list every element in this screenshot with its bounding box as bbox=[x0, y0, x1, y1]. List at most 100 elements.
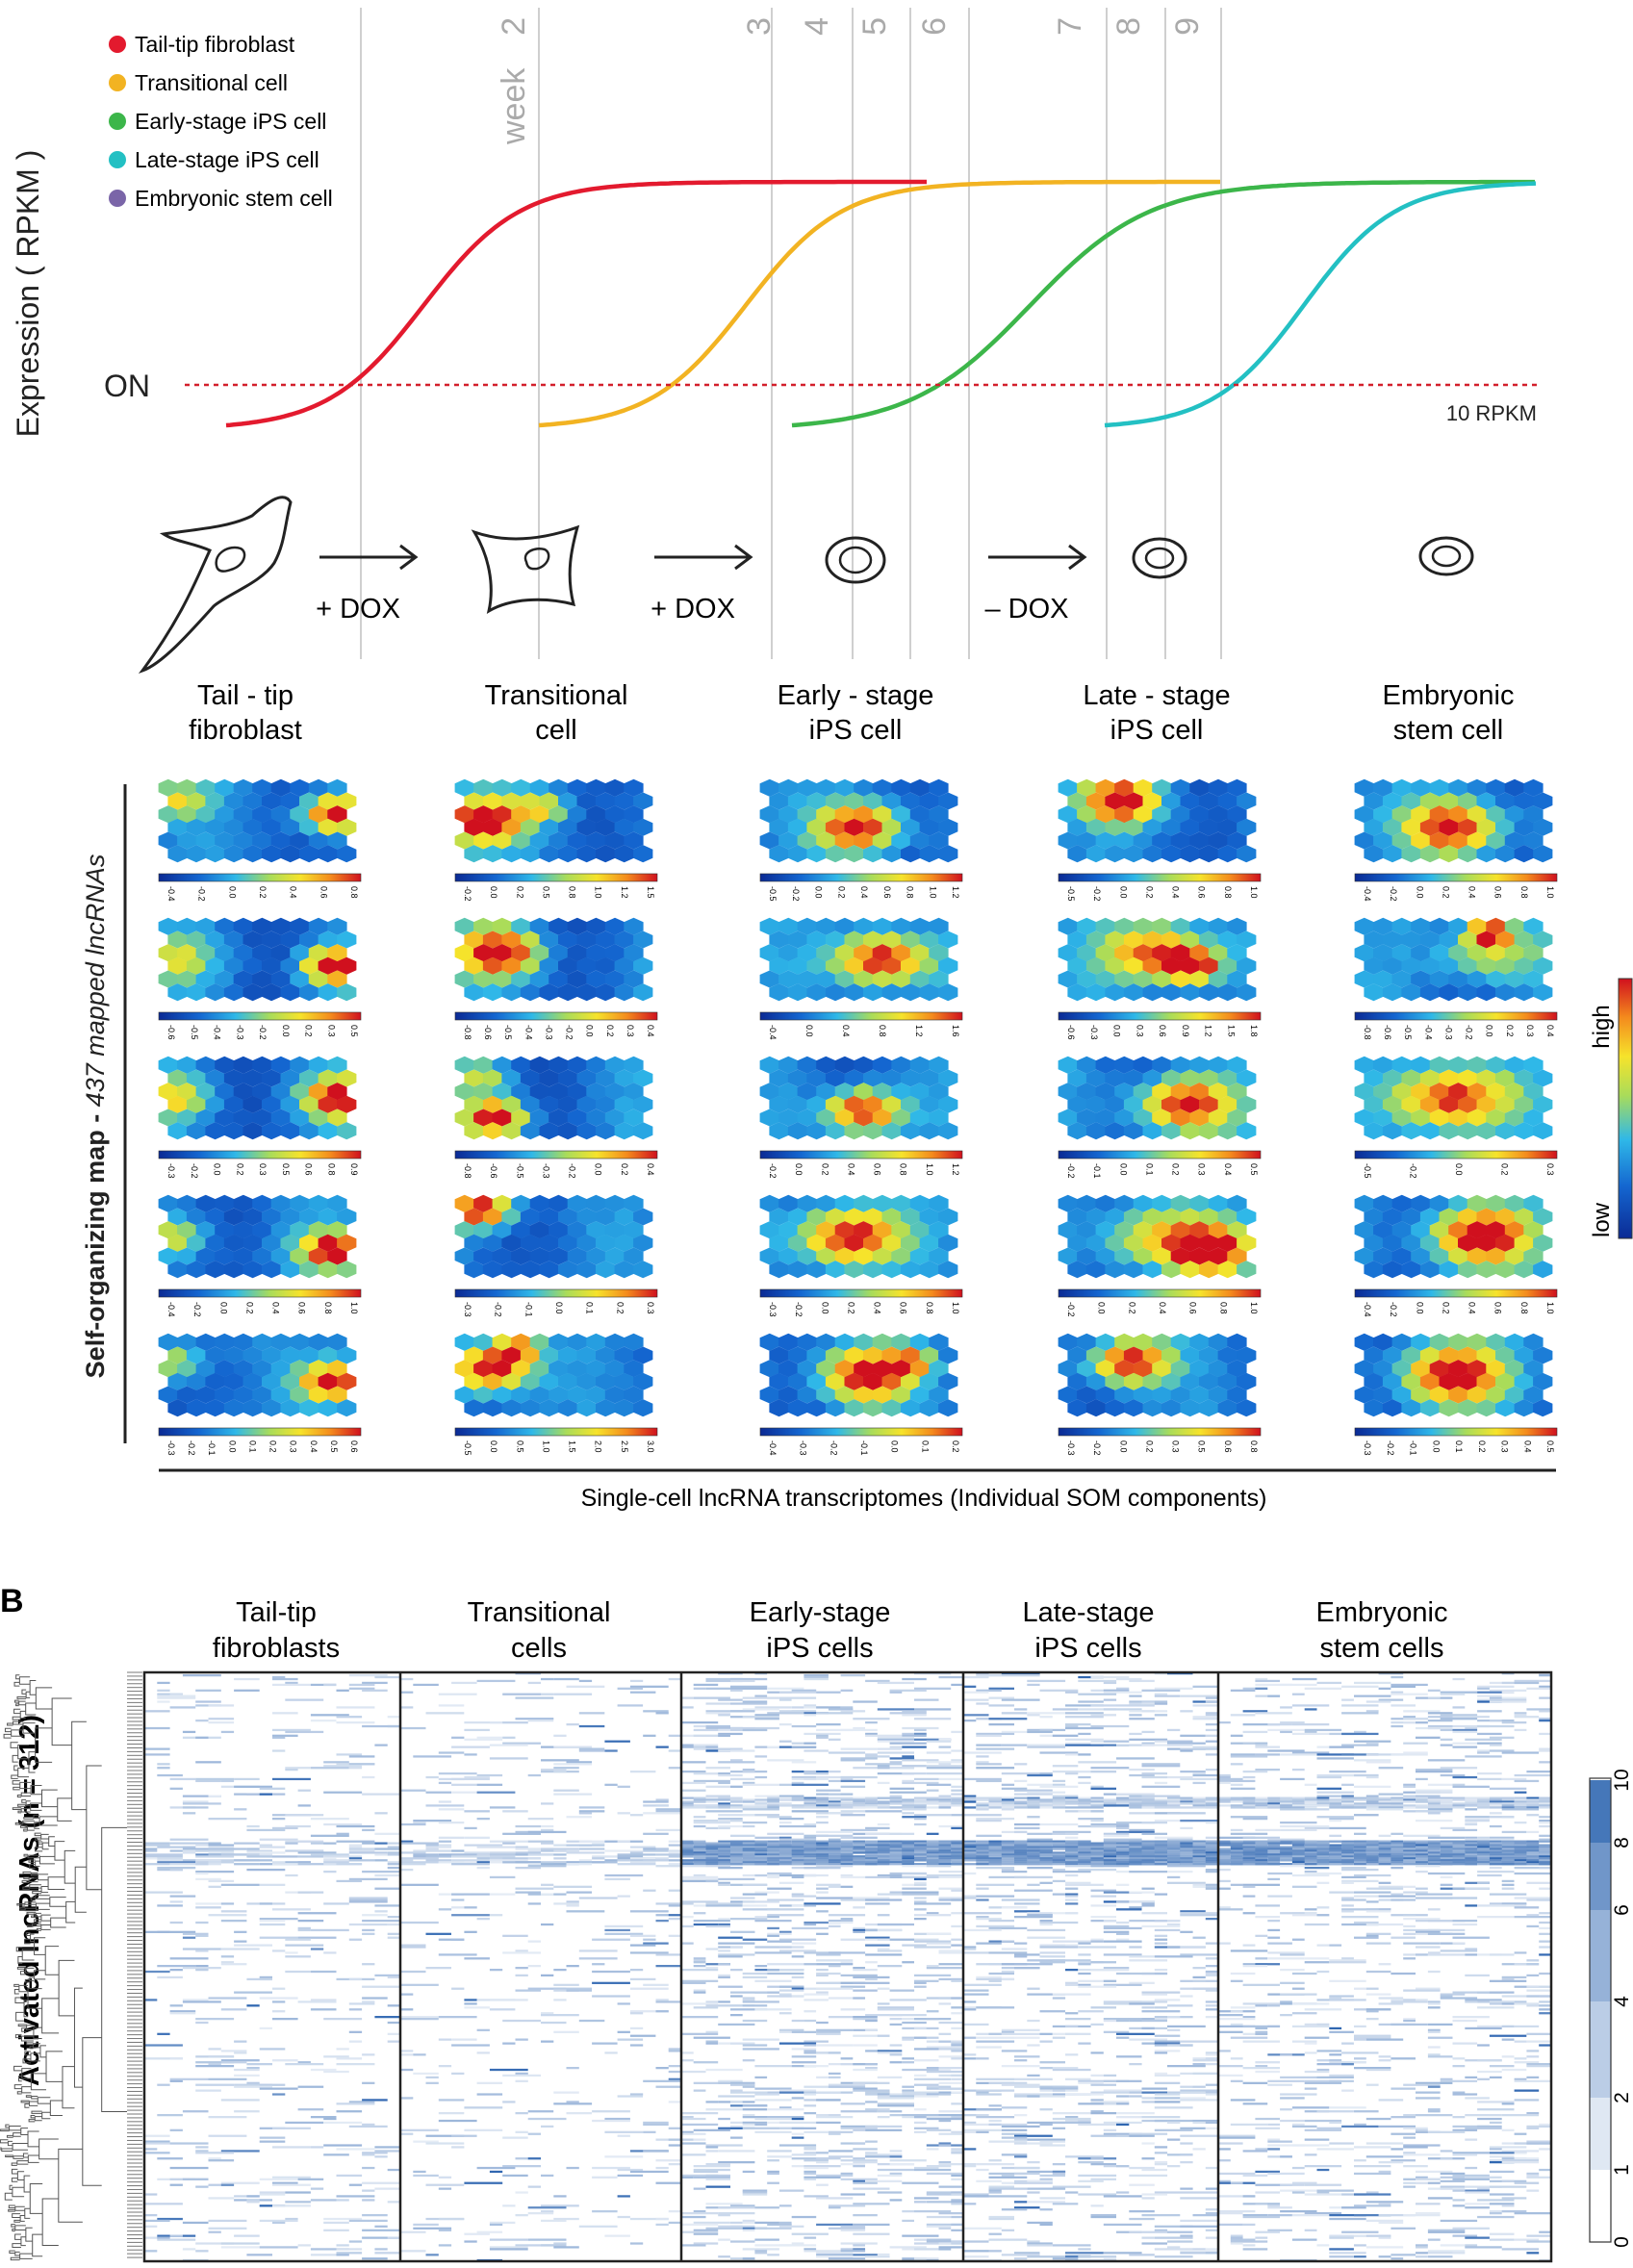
heatmap-cell bbox=[778, 1783, 804, 1786]
som-cell bbox=[1523, 917, 1544, 935]
heatmap-cell bbox=[527, 1902, 541, 1905]
heatmap-cell bbox=[951, 2040, 963, 2043]
heatmap-cell bbox=[1129, 1769, 1155, 1771]
som-cell bbox=[270, 1056, 292, 1074]
heatmap-cell bbox=[1205, 1800, 1219, 1803]
heatmap-cell bbox=[668, 2138, 681, 2141]
heatmap-cell bbox=[387, 1846, 400, 1848]
heatmap-cell bbox=[476, 2230, 503, 2233]
heatmap-cell bbox=[865, 1732, 878, 1736]
heatmap-cell bbox=[754, 1863, 779, 1866]
heatmap-cell bbox=[220, 1779, 235, 1783]
som-tick-label: -0.5 bbox=[1066, 886, 1076, 902]
heatmap-cell bbox=[348, 1923, 363, 1926]
heatmap-cell bbox=[655, 1965, 681, 1968]
heatmap-cell bbox=[914, 1728, 927, 1732]
som-cell bbox=[558, 818, 578, 836]
heatmap-cell bbox=[767, 2181, 779, 2184]
heatmap-cell bbox=[348, 1763, 375, 1766]
som-cell bbox=[938, 930, 958, 949]
som-cell bbox=[1133, 917, 1153, 935]
heatmap-cell bbox=[804, 2093, 817, 2096]
som-tick-label: 0.8 bbox=[1249, 1440, 1259, 1453]
som-cell bbox=[1373, 1083, 1393, 1101]
dendrogram-branch bbox=[30, 2052, 40, 2062]
heatmap-cell bbox=[208, 2134, 247, 2137]
heatmap-cell bbox=[438, 2016, 477, 2019]
heatmap-cell bbox=[157, 1857, 183, 1860]
dendrogram-branch bbox=[71, 1720, 87, 1811]
heatmap-cell bbox=[362, 1724, 400, 1728]
heatmap-cell bbox=[816, 1706, 841, 1709]
heatmap-cell bbox=[693, 1822, 730, 1824]
heatmap-cell bbox=[438, 1751, 465, 1754]
som-cell bbox=[454, 1083, 474, 1101]
som-tick-label: 0.3 bbox=[1500, 1440, 1510, 1453]
heatmap-cell bbox=[926, 1965, 939, 1968]
som-tick-label: 0.3 bbox=[326, 1025, 336, 1037]
heatmap-cell bbox=[889, 2018, 903, 2021]
som-cell bbox=[454, 970, 474, 988]
heatmap-cell bbox=[604, 2117, 630, 2121]
heatmap-cell bbox=[938, 2144, 952, 2147]
heatmap-cell bbox=[926, 1932, 952, 1935]
heatmap-cell bbox=[791, 2153, 817, 2156]
som-cell bbox=[177, 1247, 197, 1265]
heatmap-cell bbox=[336, 2252, 363, 2255]
heatmap-cell bbox=[1205, 1797, 1219, 1799]
heatmap-cell bbox=[362, 1689, 388, 1692]
som-tick-label: 0.3 bbox=[1135, 1025, 1144, 1037]
heatmap-cell bbox=[718, 1881, 730, 1884]
som-tick-label: 0.2 bbox=[1171, 1163, 1181, 1176]
heatmap-cell bbox=[816, 1897, 854, 1899]
som-cell bbox=[1382, 1346, 1403, 1364]
som-cell bbox=[938, 1261, 958, 1279]
heatmap-cell bbox=[374, 2248, 388, 2251]
som-cell bbox=[1364, 818, 1384, 836]
som-cell bbox=[1114, 917, 1135, 935]
som-cell bbox=[759, 1333, 779, 1351]
heatmap-cell bbox=[778, 2225, 804, 2228]
heatmap-cell bbox=[272, 2221, 286, 2225]
som-map-colorbar bbox=[1354, 1427, 1558, 1437]
heatmap-cell bbox=[195, 2250, 209, 2253]
heatmap-cell bbox=[889, 2155, 903, 2158]
som-tick-label: -0.3 bbox=[166, 1163, 176, 1179]
heatmap-cell bbox=[951, 2102, 963, 2105]
heatmap-cell bbox=[336, 1824, 375, 1828]
heatmap-cell bbox=[828, 2083, 866, 2086]
heatmap-cell bbox=[400, 1983, 439, 1986]
som-cell bbox=[1439, 1346, 1459, 1364]
som-cell bbox=[1419, 1372, 1441, 1390]
heatmap-cell bbox=[877, 1873, 903, 1877]
heatmap-cell bbox=[1065, 1832, 1079, 1835]
heatmap-cell bbox=[828, 1793, 841, 1796]
heatmap-cell bbox=[1001, 1806, 1015, 1809]
heatmap-cell bbox=[323, 2229, 349, 2231]
heatmap-cell bbox=[272, 1675, 286, 1679]
som-cell bbox=[1419, 1122, 1441, 1140]
som-cell bbox=[337, 1399, 357, 1417]
heatmap-cell bbox=[515, 1974, 528, 1977]
heatmap-cell bbox=[840, 1747, 878, 1750]
som-map: -0.2 0.0 0.2 0.4 0.6 0.8 1.0 1.2 bbox=[759, 1056, 963, 1179]
som-cell bbox=[492, 831, 512, 850]
heatmap-cell bbox=[804, 1675, 829, 1679]
heatmap-cell bbox=[926, 2093, 939, 2096]
som-tick-label: 0.8 bbox=[349, 886, 359, 899]
heatmap-cell bbox=[655, 1865, 681, 1868]
heatmap-cell bbox=[1065, 1806, 1104, 1809]
heatmap-cell bbox=[655, 1828, 681, 1832]
heatmap-cell bbox=[362, 2229, 400, 2231]
heatmap-cell bbox=[730, 2225, 743, 2228]
heatmap-cell bbox=[182, 1846, 196, 1848]
som-cell bbox=[614, 1261, 634, 1279]
heatmap-cell bbox=[566, 1761, 592, 1764]
heatmap-cell bbox=[791, 2136, 804, 2139]
heatmap-cell bbox=[681, 2117, 706, 2121]
som-cell bbox=[233, 1221, 253, 1239]
heatmap-cell bbox=[963, 1698, 989, 1701]
som-cell bbox=[909, 1083, 931, 1101]
heatmap-cell bbox=[629, 2044, 644, 2047]
som-tick-label: 0.2 bbox=[620, 1163, 629, 1176]
